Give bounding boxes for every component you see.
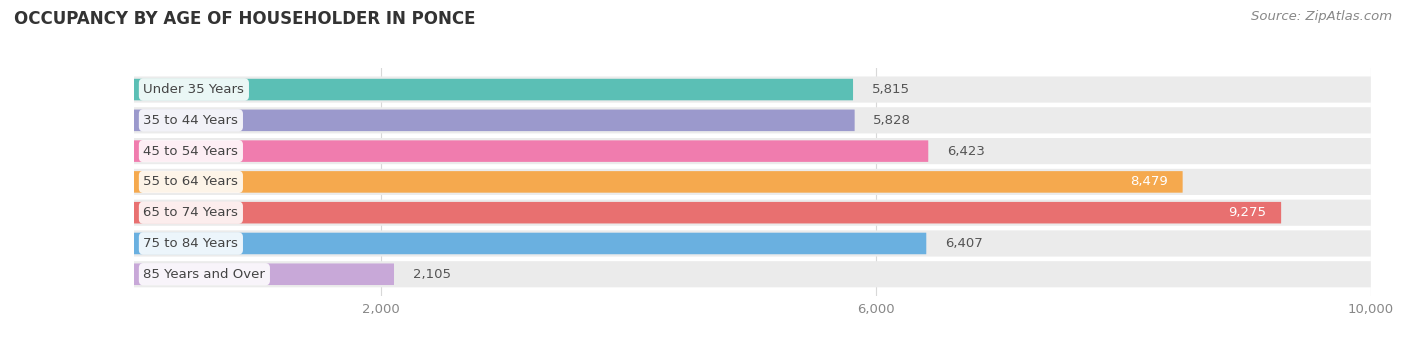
Text: 8,479: 8,479 [1130, 175, 1168, 188]
Text: 6,407: 6,407 [945, 237, 983, 250]
Text: Source: ZipAtlas.com: Source: ZipAtlas.com [1251, 10, 1392, 23]
FancyBboxPatch shape [134, 76, 1371, 103]
Text: 35 to 44 Years: 35 to 44 Years [143, 114, 239, 127]
Text: Under 35 Years: Under 35 Years [143, 83, 245, 96]
Text: 85 Years and Over: 85 Years and Over [143, 268, 266, 281]
FancyBboxPatch shape [134, 233, 927, 254]
FancyBboxPatch shape [134, 169, 1371, 195]
Text: 9,275: 9,275 [1229, 206, 1267, 219]
Text: 45 to 54 Years: 45 to 54 Years [143, 144, 239, 158]
FancyBboxPatch shape [134, 79, 853, 100]
FancyBboxPatch shape [134, 107, 1371, 133]
FancyBboxPatch shape [134, 231, 1371, 257]
Text: 5,815: 5,815 [872, 83, 910, 96]
FancyBboxPatch shape [134, 264, 394, 285]
Text: 6,423: 6,423 [946, 144, 984, 158]
Text: OCCUPANCY BY AGE OF HOUSEHOLDER IN PONCE: OCCUPANCY BY AGE OF HOUSEHOLDER IN PONCE [14, 10, 475, 28]
FancyBboxPatch shape [134, 109, 855, 131]
Text: 75 to 84 Years: 75 to 84 Years [143, 237, 239, 250]
Text: 55 to 64 Years: 55 to 64 Years [143, 175, 239, 188]
FancyBboxPatch shape [134, 202, 1281, 223]
FancyBboxPatch shape [134, 200, 1371, 226]
FancyBboxPatch shape [134, 261, 1371, 287]
FancyBboxPatch shape [134, 138, 1371, 164]
Text: 5,828: 5,828 [873, 114, 911, 127]
Text: 65 to 74 Years: 65 to 74 Years [143, 206, 239, 219]
FancyBboxPatch shape [134, 171, 1182, 193]
FancyBboxPatch shape [134, 140, 928, 162]
Text: 2,105: 2,105 [412, 268, 450, 281]
